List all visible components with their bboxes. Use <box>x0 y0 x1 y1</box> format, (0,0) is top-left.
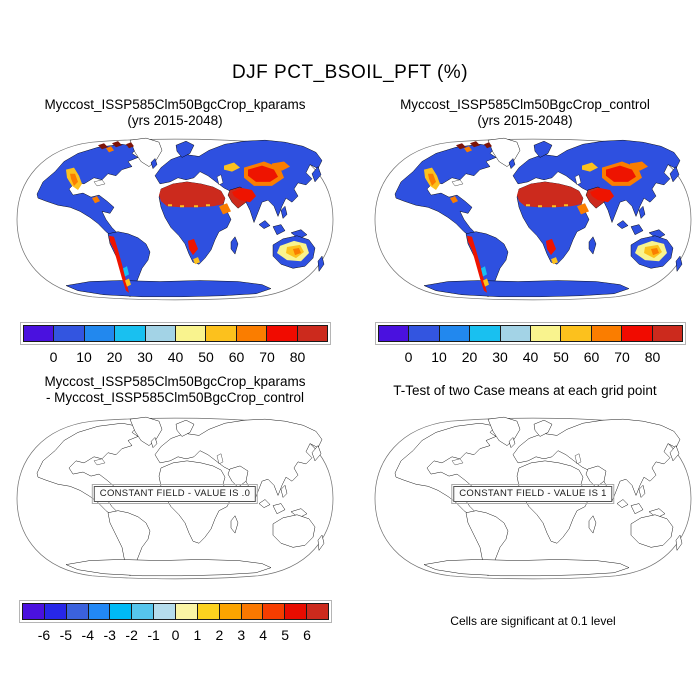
colorbar-segment <box>297 326 328 341</box>
colorbar-percent-left: 0 10 20 30 40 50 60 70 80 <box>20 322 331 365</box>
colorbar-percent-right: 0 10 20 30 40 50 60 70 80 <box>375 322 686 365</box>
colorbar-tick-label: 3 <box>237 627 246 643</box>
colorbar-segment <box>66 604 89 619</box>
colorbar-segment <box>176 326 207 341</box>
colorbar-difference: -6 -5 -4 -3 -2 -1 0 1 2 3 4 5 6 <box>19 600 332 643</box>
colorbar-segment <box>23 604 45 619</box>
colorbar-tick-labels: 0 10 20 30 40 50 60 70 80 <box>23 349 328 365</box>
colorbar-tick-label: -1 <box>147 627 160 643</box>
colorbar-tick-label: 20 <box>106 349 123 365</box>
colorbar-tick-label: -3 <box>103 627 116 643</box>
colorbar-tick-label: -4 <box>81 627 95 643</box>
colorbar-segment <box>409 326 440 341</box>
colorbar-segment <box>267 326 298 341</box>
panel-title-line1: Myccost_ISSP585Clm50BgcCrop_kparams <box>44 374 306 389</box>
colorbar-tick-label: 0 <box>404 349 413 365</box>
colorbar-segment <box>54 326 85 341</box>
colorbar-tick-label: 80 <box>289 349 306 365</box>
colorbar-segment <box>531 326 562 341</box>
colorbar-segment <box>500 326 532 341</box>
colorbar-tick-label: -5 <box>59 627 73 643</box>
colorbar-tick-label: 20 <box>461 349 478 365</box>
colorbar-tick-label: 6 <box>303 627 311 643</box>
figure-title: DJF PCT_BSOIL_PFT (%) <box>231 62 469 83</box>
panel-title-line1: T-Test of two Case means at each grid po… <box>393 383 657 398</box>
colorbar-tick-labels: -6 -5 -4 -3 -2 -1 0 1 2 3 4 5 6 <box>22 627 329 643</box>
colorbar-tick-label: 0 <box>171 627 180 643</box>
colorbar-segment <box>561 326 592 341</box>
colorbar-segment <box>24 326 55 341</box>
constant-field-label: CONSTANT FIELD - VALUE IS .0 <box>91 483 259 504</box>
constant-field-label: CONSTANT FIELD - VALUE IS 1 <box>451 483 615 504</box>
colorbar-segment <box>470 326 501 341</box>
colorbar-segment <box>591 326 623 341</box>
map-kparams <box>10 131 340 309</box>
colorbar-tick-label: 70 <box>259 349 275 365</box>
map-ttest: CONSTANT FIELD - VALUE IS 1 <box>368 410 698 588</box>
colorbar-segment <box>285 604 308 619</box>
colorbar-tick-label: 30 <box>492 349 508 365</box>
colorbar-tick-label: 50 <box>553 349 569 365</box>
colorbar-tick-label: 4 <box>259 627 268 643</box>
colorbar-segment <box>622 326 653 341</box>
colorbar-segment <box>132 604 155 619</box>
colorbar-segment <box>219 604 242 619</box>
colorbar-segments <box>375 322 686 345</box>
colorbar-tick-label: -6 <box>37 627 51 643</box>
colorbar-tick-label: 10 <box>76 349 92 365</box>
colorbar-segment <box>145 326 177 341</box>
colorbar-segment <box>176 604 198 619</box>
colorbar-tick-label: 5 <box>281 627 290 643</box>
colorbar-tick-label: -2 <box>125 627 138 643</box>
colorbar-segment <box>154 604 177 619</box>
colorbar-tick-label: 40 <box>522 349 539 365</box>
panel-title-ttest: T-Test of two Case means at each grid po… <box>360 383 690 399</box>
panel-title-control: Myccost_ISSP585Clm50BgcCrop_control (yrs… <box>360 97 690 128</box>
colorbar-tick-label: 2 <box>215 627 224 643</box>
colorbar-segment <box>652 326 683 341</box>
colorbar-segment <box>263 604 286 619</box>
colorbar-segment <box>110 604 133 619</box>
colorbar-segment <box>44 604 67 619</box>
colorbar-tick-label: 0 <box>49 349 58 365</box>
colorbar-tick-labels: 0 10 20 30 40 50 60 70 80 <box>378 349 683 365</box>
colorbar-segment <box>84 326 116 341</box>
map-control <box>368 131 698 309</box>
panel-title-line2: (yrs 2015-2048) <box>127 112 223 128</box>
colorbar-segments <box>20 322 331 345</box>
colorbar-segment <box>115 326 146 341</box>
panel-title-line2: - Myccost_ISSP585Clm50BgcCrop_control <box>45 389 305 405</box>
panel-title-difference: Myccost_ISSP585Clm50BgcCrop_kparams - My… <box>10 374 340 405</box>
colorbar-segment <box>206 326 237 341</box>
panel-title-kparams: Myccost_ISSP585Clm50BgcCrop_kparams (yrs… <box>10 97 340 128</box>
colorbar-tick-label: 1 <box>193 627 202 643</box>
colorbar-segment <box>88 604 111 619</box>
colorbar-tick-label: 50 <box>198 349 214 365</box>
colorbar-tick-label: 60 <box>583 349 600 365</box>
colorbar-segment <box>307 604 329 619</box>
colorbar-tick-label: 10 <box>431 349 447 365</box>
colorbar-segment <box>236 326 268 341</box>
colorbar-segment <box>439 326 471 341</box>
colorbar-segment <box>241 604 264 619</box>
colorbar-tick-label: 70 <box>614 349 630 365</box>
significance-caption: Cells are significant at 0.1 level <box>450 614 616 628</box>
colorbar-segments <box>19 600 332 623</box>
panel-title-line2: (yrs 2015-2048) <box>477 112 573 128</box>
panel-title-line1: Myccost_ISSP585Clm50BgcCrop_control <box>400 97 650 112</box>
colorbar-tick-label: 40 <box>167 349 184 365</box>
panel-title-line1: Myccost_ISSP585Clm50BgcCrop_kparams <box>44 97 306 112</box>
colorbar-tick-label: 80 <box>644 349 661 365</box>
colorbar-tick-label: 60 <box>228 349 245 365</box>
colorbar-segment <box>379 326 410 341</box>
map-difference: CONSTANT FIELD - VALUE IS .0 <box>10 410 340 588</box>
colorbar-tick-label: 30 <box>137 349 153 365</box>
colorbar-segment <box>197 604 220 619</box>
